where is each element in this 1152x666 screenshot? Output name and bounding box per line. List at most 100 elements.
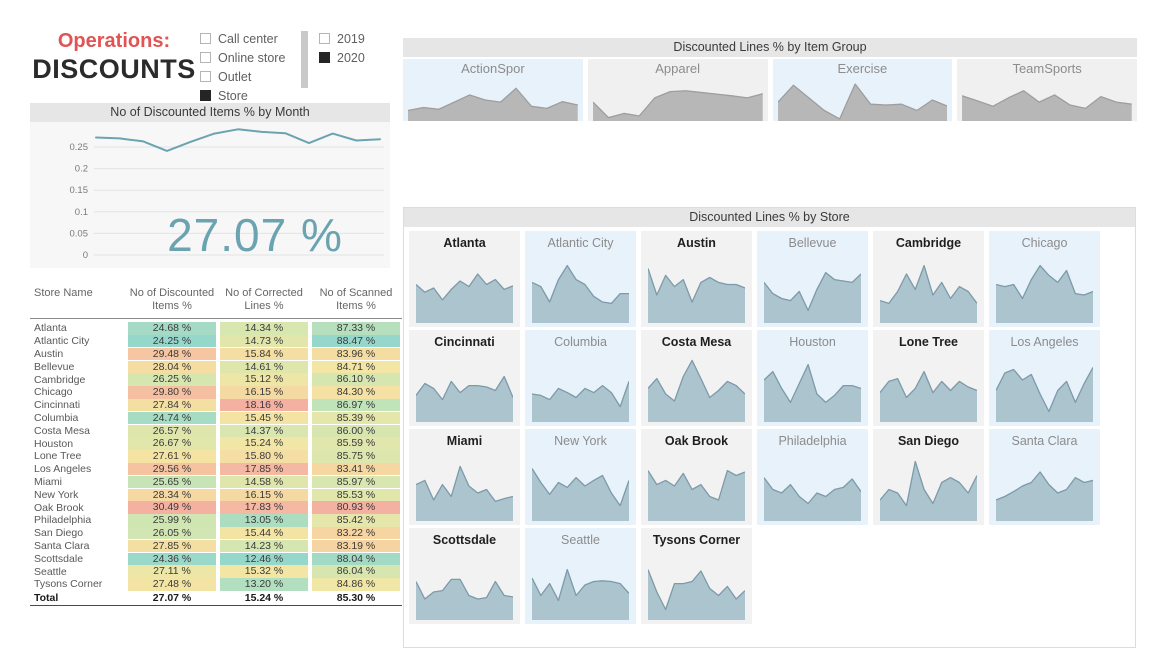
store-name-cell: Atlanta [34,322,67,335]
store-sparkline-cell[interactable]: Chicago [989,231,1100,327]
store-sparkline-cell[interactable]: Columbia [525,330,636,426]
store-sparkline-cell[interactable]: Cincinnati [409,330,520,426]
channel-filter-option[interactable]: Outlet [200,67,300,86]
value-cell: 30.49 % [128,501,216,514]
value-cell: 85.97 % [312,475,400,489]
table-row[interactable]: Chicago 29.80 % 16.15 % 84.30 % [30,386,402,399]
store-name-cell: Chicago [34,386,73,399]
item-group-sparkline-cell[interactable]: ActionSpor [403,59,583,121]
store-sparkline-cell[interactable]: Cambridge [873,231,984,327]
checkbox-icon[interactable] [319,33,330,44]
store-name-cell: New York [34,488,79,501]
store-name-cell: Lone Tree [34,450,82,463]
value-cell: 17.85 % [220,462,308,476]
report-title: Operations: DISCOUNTS [28,30,200,85]
store-sparkline-cell[interactable]: Atlanta [409,231,520,327]
table-row[interactable]: Atlanta 24.68 % 14.34 % 87.33 % [30,322,402,335]
table-row[interactable]: Houston 26.67 % 15.24 % 85.59 % [30,437,402,450]
value-cell: 13.20 % [220,578,308,591]
area-sparkline [408,79,578,121]
checkbox-icon[interactable] [200,33,211,44]
total-label-cell: Total [34,591,59,604]
table-row[interactable]: Scottsdale 24.36 % 12.46 % 88.04 % [30,552,402,565]
checkbox-icon[interactable] [200,52,211,63]
year-filter-option[interactable]: 2019 [319,29,365,48]
sparkline-area [962,79,1132,121]
store-sparkline-cell[interactable]: San Diego [873,429,984,525]
table-row[interactable]: New York 28.34 % 16.15 % 85.53 % [30,488,402,501]
value-cell: 27.85 % [128,539,216,553]
store-name-cell: Costa Mesa [34,424,91,437]
report-title-discounts: DISCOUNTS [32,54,196,84]
store-sparkline-cell[interactable]: Scottsdale [409,528,520,624]
sparkline-area [648,253,745,323]
value-cell: 83.22 % [312,526,400,540]
channel-filter-option[interactable]: Call center [200,29,300,48]
table-row[interactable]: Atlantic City 24.25 % 14.73 % 88.47 % [30,335,402,348]
store-name-cell: Los Angeles [34,463,92,476]
store-sparkline-cell[interactable]: Costa Mesa [641,330,752,426]
table-row[interactable]: Seattle 27.11 % 15.32 % 86.04 % [30,565,402,578]
store-sparkline-cell[interactable]: Miami [409,429,520,525]
checkbox-icon[interactable] [200,71,211,82]
channel-filter-option[interactable]: Store [200,86,300,101]
table-row[interactable]: Costa Mesa 26.57 % 14.37 % 86.00 % [30,424,402,437]
value-cell: 17.83 % [220,501,308,514]
sparkline-area [532,253,629,323]
cell-title: Philadelphia [778,434,847,448]
area-sparkline [532,253,629,323]
store-sparkline-cell[interactable]: Seattle [525,528,636,624]
value-cell: 84.71 % [312,360,400,373]
value-cell: 28.34 % [128,488,216,501]
store-sparkline-cell[interactable]: Los Angeles [989,330,1100,426]
table-row[interactable]: Santa Clara 27.85 % 14.23 % 83.19 % [30,539,402,553]
sparkline-area [996,352,1093,422]
store-sparkline-cell[interactable]: Atlantic City [525,231,636,327]
table-row[interactable]: Tysons Corner 27.48 % 13.20 % 84.86 % [30,578,402,591]
checkbox-icon[interactable] [319,52,330,63]
value-cell: 88.47 % [312,335,400,348]
table-row[interactable]: Bellevue 28.04 % 14.61 % 84.71 % [30,360,402,373]
table-total-row: Total 27.07 % 15.24 % 85.30 % [30,591,402,606]
cell-title: Bellevue [788,236,837,250]
item-group-sparkline-cell[interactable]: Apparel [587,59,768,121]
table-row[interactable]: Columbia 24.74 % 15.45 % 85.39 % [30,411,402,425]
area-sparkline [764,352,861,422]
table-row[interactable]: Miami 25.65 % 14.58 % 85.97 % [30,475,402,489]
table-row[interactable]: Austin 29.48 % 15.84 % 83.96 % [30,347,402,361]
value-cell: 86.10 % [312,373,400,386]
area-sparkline [764,451,861,521]
table-row[interactable]: Cincinnati 27.84 % 18.16 % 86.97 % [30,398,402,412]
table-row[interactable]: Oak Brook 30.49 % 17.83 % 80.93 % [30,501,402,514]
item-group-sparkline-cell[interactable]: TeamSports [957,59,1137,121]
month-line-chart[interactable]: 0.25 0.2 0.15 0.1 0.05 0 27.07 % [30,122,390,268]
store-sparkline-cell[interactable]: Oak Brook [641,429,752,525]
store-sparkline-cell[interactable]: New York [525,429,636,525]
store-small-multiples: Atlanta Atlantic City Austin Bellevue Cambri… [409,231,1100,624]
store-sparkline-cell[interactable]: Lone Tree [873,330,984,426]
column-header: Store Name [34,287,93,299]
scrollbar-thumb[interactable] [301,31,308,88]
checkbox-icon[interactable] [200,90,211,101]
table-row[interactable]: Cambridge 26.25 % 15.12 % 86.10 % [30,373,402,386]
value-cell: 24.74 % [128,411,216,425]
store-sparkline-cell[interactable]: Houston [757,330,868,426]
store-name-cell: Miami [34,475,62,488]
value-cell: 85.39 % [312,411,400,425]
item-group-sparkline-cell[interactable]: Exercise [772,59,953,121]
filter-option-label: Store [218,88,248,102]
table-row[interactable]: Los Angeles 29.56 % 17.85 % 83.41 % [30,462,402,476]
channel-filter-option[interactable]: Online store [200,48,300,67]
store-sparkline-cell[interactable]: Bellevue [757,231,868,327]
store-sparkline-cell[interactable]: Austin [641,231,752,327]
value-cell: 84.86 % [312,578,400,591]
store-sparkline-cell[interactable]: Tysons Corner [641,528,752,624]
year-filter-option[interactable]: 2020 [319,48,365,67]
svg-text:0: 0 [83,250,88,261]
table-row[interactable]: San Diego 26.05 % 15.44 % 83.22 % [30,526,402,540]
table-row[interactable]: Philadelphia 25.99 % 13.05 % 85.42 % [30,514,402,527]
year-filter-list: 2019 2020 [319,29,365,67]
store-sparkline-cell[interactable]: Santa Clara [989,429,1100,525]
table-row[interactable]: Lone Tree 27.61 % 15.80 % 85.75 % [30,450,402,463]
store-sparkline-cell[interactable]: Philadelphia [757,429,868,525]
